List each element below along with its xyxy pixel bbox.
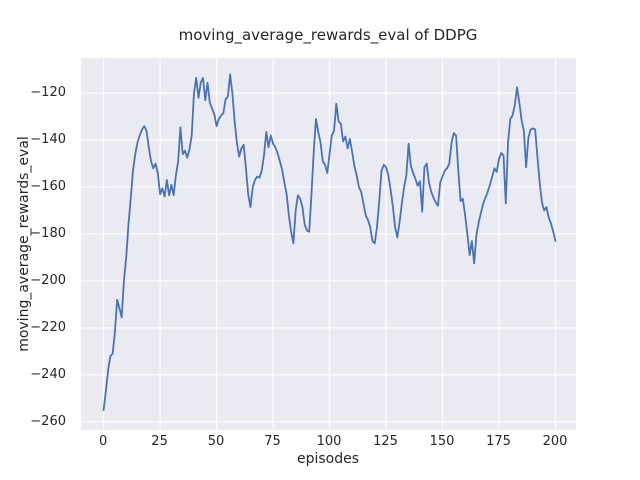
y-tick-label: −160: [30, 179, 66, 195]
gridlines: [80, 58, 576, 430]
x-tick-label: 150: [429, 434, 455, 449]
x-tick-label: 125: [373, 434, 398, 449]
series-line-moving_average_rewards_eval: [102, 73, 556, 411]
y-tick-label: −220: [30, 319, 66, 335]
x-tick-label: 75: [264, 434, 281, 449]
x-tick-label: 25: [151, 434, 168, 449]
chart-svg: [80, 58, 576, 430]
axes-background: [80, 58, 576, 430]
y-tick-label: −140: [30, 132, 66, 148]
x-tick-label: 100: [316, 434, 342, 449]
y-tick-label: −120: [30, 85, 66, 101]
plot-area: [80, 58, 576, 430]
y-tick-label: −260: [30, 413, 66, 429]
chart-title: moving_average_rewards_eval of DDPG: [178, 26, 478, 44]
x-tick-label: 0: [98, 434, 108, 449]
y-tick-label: −240: [30, 366, 66, 382]
x-axis-label: episodes: [296, 451, 360, 467]
x-tick-label: 200: [542, 434, 568, 449]
x-tick-label: 50: [207, 434, 225, 449]
y-tick-label: −180: [30, 226, 66, 242]
x-tick-label: 175: [486, 434, 511, 449]
y-tick-label: −200: [30, 272, 66, 288]
